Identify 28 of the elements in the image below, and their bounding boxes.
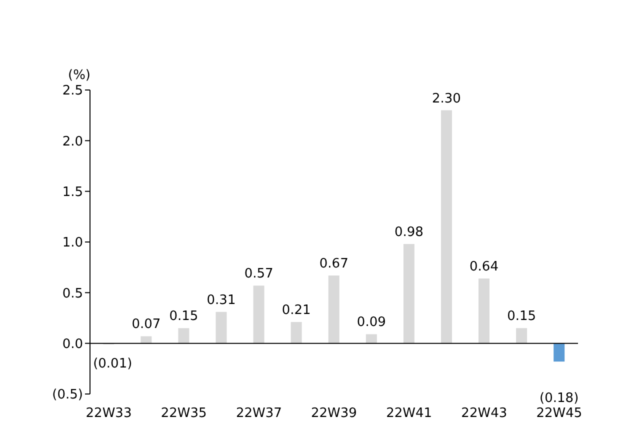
x-tick-label: 22W33 xyxy=(86,406,132,422)
data-label: 0.57 xyxy=(244,266,274,282)
data-label: 0.98 xyxy=(394,225,424,240)
x-tick-label: 22W37 xyxy=(236,406,282,422)
y-tick-label: 1.0 xyxy=(62,236,83,251)
x-tick-label: 22W41 xyxy=(386,406,432,422)
x-tick-label: 22W35 xyxy=(160,406,207,422)
y-tick-label: 2.5 xyxy=(62,84,83,99)
y-tick-label: 0.5 xyxy=(62,286,83,302)
y-tick-label: 1.5 xyxy=(62,184,83,200)
data-label: (0.01) xyxy=(93,356,132,372)
y-tick-label: 0.0 xyxy=(62,336,83,352)
data-label: 0.15 xyxy=(507,309,536,324)
x-tick-label: 22W39 xyxy=(311,406,357,422)
data-label: 2.30 xyxy=(432,91,461,106)
data-label: (0.18) xyxy=(540,390,579,406)
x-tick-label: 22W45 xyxy=(536,406,582,422)
data-label: 0.09 xyxy=(356,315,386,330)
data-label: 0.07 xyxy=(132,317,161,332)
y-axis-title: (%) xyxy=(68,68,90,83)
data-label: 0.21 xyxy=(282,303,311,318)
y-tick-label: 2.0 xyxy=(62,134,83,150)
data-label: 0.31 xyxy=(206,292,236,308)
x-tick-label: 22W43 xyxy=(461,406,508,422)
y-tick-label: (0.5) xyxy=(52,388,83,403)
data-label: 0.67 xyxy=(319,256,348,272)
data-label: 0.15 xyxy=(169,309,198,324)
data-label: 0.64 xyxy=(470,259,498,274)
